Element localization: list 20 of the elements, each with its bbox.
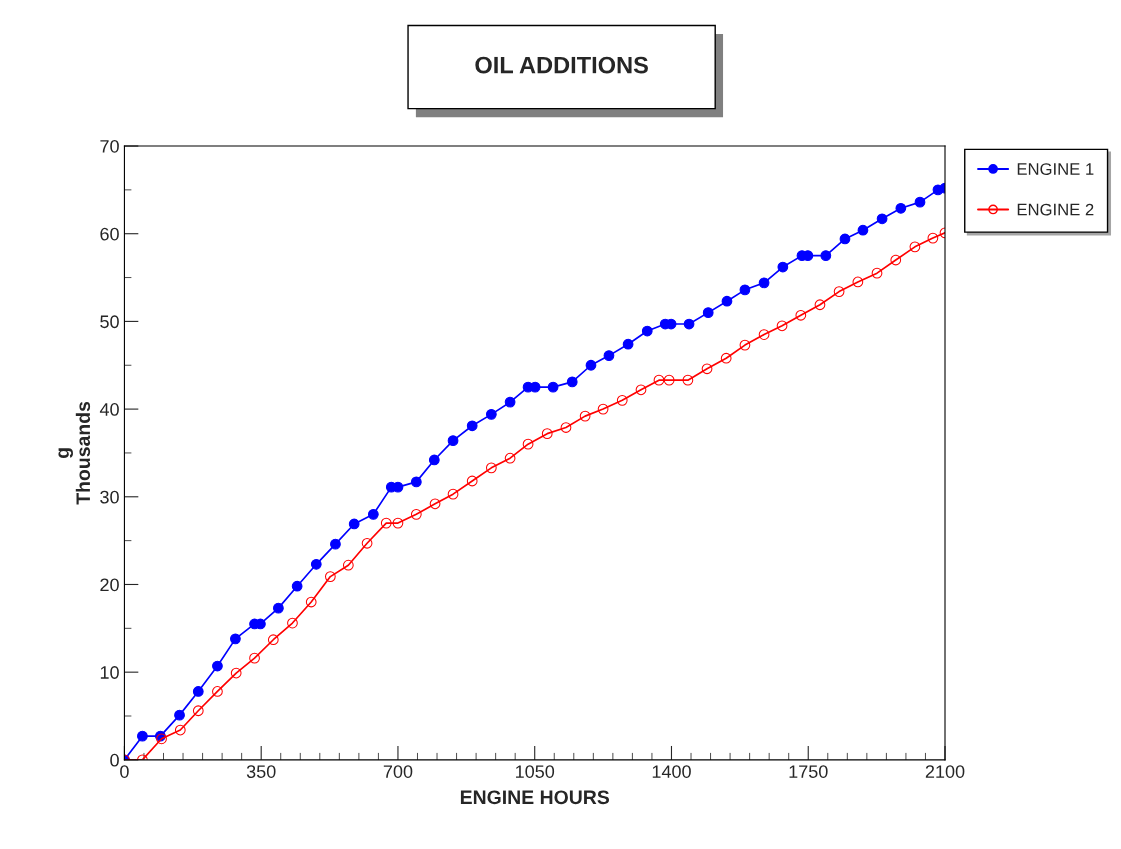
y-axis-title: g Thousands <box>58 401 91 505</box>
x-axis-title: ENGINE HOURS <box>460 790 610 805</box>
legend-label: ENGINE 2 <box>1017 203 1094 216</box>
y-tick-label: 10 <box>100 666 119 679</box>
y-tick-label: 70 <box>100 139 119 153</box>
x-tick-label: 1050 <box>516 765 555 778</box>
x-tick-label: 2100 <box>925 765 965 778</box>
x-tick-label: 1750 <box>789 765 828 778</box>
y-tick-label: 0 <box>110 753 119 767</box>
x-tick-label: 1400 <box>652 765 691 778</box>
x-tick-label: 0 <box>120 765 129 778</box>
y-tick-label: 50 <box>100 315 119 329</box>
y-tick-label: 40 <box>99 403 119 416</box>
legend-label: ENGINE 1 <box>1017 163 1094 175</box>
x-tick-label: 700 <box>383 765 413 778</box>
chart-title: OIL ADDITIONS <box>475 56 648 74</box>
y-tick-label: 60 <box>100 227 119 241</box>
x-tick-label: 350 <box>246 765 276 778</box>
y-tick-label: 30 <box>100 490 119 504</box>
y-tick-label: 20 <box>100 578 119 592</box>
